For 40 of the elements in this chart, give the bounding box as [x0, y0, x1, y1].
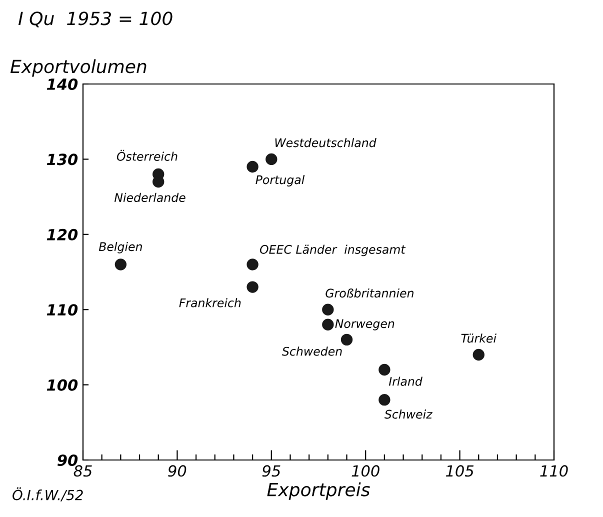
- x-tick-label: 85: [74, 465, 92, 477]
- point: [246, 258, 258, 270]
- point: [266, 153, 278, 166]
- annotation: Großbritannien: [326, 288, 414, 298]
- point: [246, 281, 258, 293]
- y-tick-label: 140: [46, 78, 78, 90]
- x-axis-title: Exportpreis: [267, 482, 370, 500]
- annotation: Frankreich: [179, 298, 241, 308]
- point: [114, 258, 127, 270]
- point: [322, 318, 334, 330]
- annotation: Schweden: [282, 346, 342, 356]
- annotation: Belgien: [98, 242, 142, 254]
- text: Ö.I.f.W./52: [12, 487, 83, 502]
- annotation: Türkei: [461, 334, 496, 343]
- y-axis-title: Exportvolumen: [10, 59, 146, 77]
- y-tick-label: 100: [46, 379, 78, 391]
- annotation: Westdeutschland: [275, 138, 376, 148]
- x-tick-label: 110: [540, 465, 568, 477]
- chart-title: I Qu 1953 = 100: [18, 12, 172, 28]
- y-tick-label: 130: [46, 154, 78, 166]
- x-tick-label: 95: [262, 465, 280, 477]
- point: [340, 334, 353, 346]
- annotation: Österreich: [116, 150, 178, 161]
- x-tick-label: 90: [168, 465, 186, 477]
- y-tick-label: 120: [46, 228, 78, 240]
- x-tick-label: 100: [352, 465, 380, 477]
- annotation: Niederlande: [114, 192, 186, 202]
- annotation: Norwegen: [335, 319, 394, 330]
- point: [472, 348, 484, 361]
- annotation: Portugal: [256, 175, 305, 186]
- point: [322, 304, 334, 316]
- annotation: Schweiz: [384, 410, 433, 419]
- annotation: Irland: [388, 376, 422, 386]
- point: [378, 394, 390, 406]
- point: [378, 364, 390, 376]
- annotation: OEEC Länder insgesamt: [260, 244, 406, 256]
- y-tick-label: 90: [58, 454, 78, 466]
- point: [246, 160, 258, 173]
- x-tick-label: 105: [446, 465, 474, 477]
- y-tick-label: 110: [46, 304, 78, 316]
